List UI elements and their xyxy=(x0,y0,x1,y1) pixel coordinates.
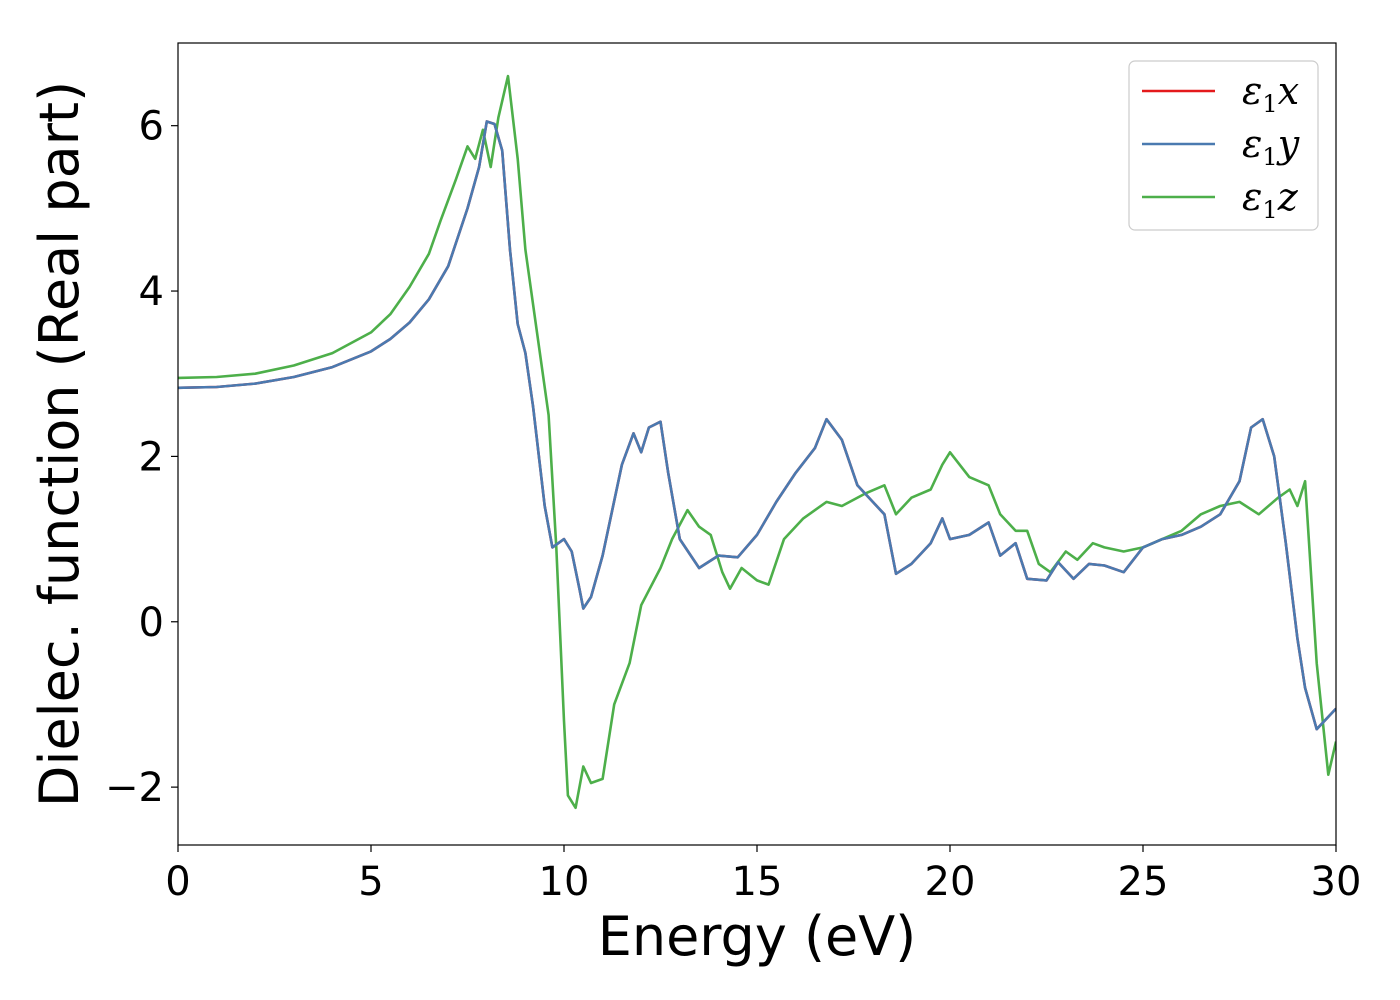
legend-label-y: ε1y xyxy=(1242,122,1300,171)
y-tick-label: 6 xyxy=(139,104,164,150)
x-tick-label: 30 xyxy=(1311,859,1362,905)
y-axis-ticks: −2 0 2 4 6 xyxy=(105,104,178,811)
legend-label-z: ε1z xyxy=(1242,175,1299,224)
x-tick-label: 15 xyxy=(732,859,783,905)
legend-label-x: ε1x xyxy=(1242,69,1299,118)
x-tick-label: 5 xyxy=(358,859,383,905)
x-tick-label: 10 xyxy=(539,859,590,905)
x-tick-label: 0 xyxy=(165,859,190,905)
x-tick-label: 20 xyxy=(925,859,976,905)
y-axis-label: Dielec. function (Real part) xyxy=(28,81,91,807)
legend-box xyxy=(1128,60,1319,231)
y-tick-label: 2 xyxy=(139,434,164,480)
y-tick-label: 0 xyxy=(139,600,164,646)
x-axis-ticks: 0 5 10 15 20 25 30 xyxy=(165,845,1361,905)
x-axis-label: Energy (eV) xyxy=(598,905,917,968)
plot-lines xyxy=(178,74,1336,810)
series-line-y xyxy=(178,120,1336,731)
y-tick-label: 4 xyxy=(139,269,164,315)
x-tick-label: 25 xyxy=(1118,859,1169,905)
y-tick-label: −2 xyxy=(105,765,164,811)
